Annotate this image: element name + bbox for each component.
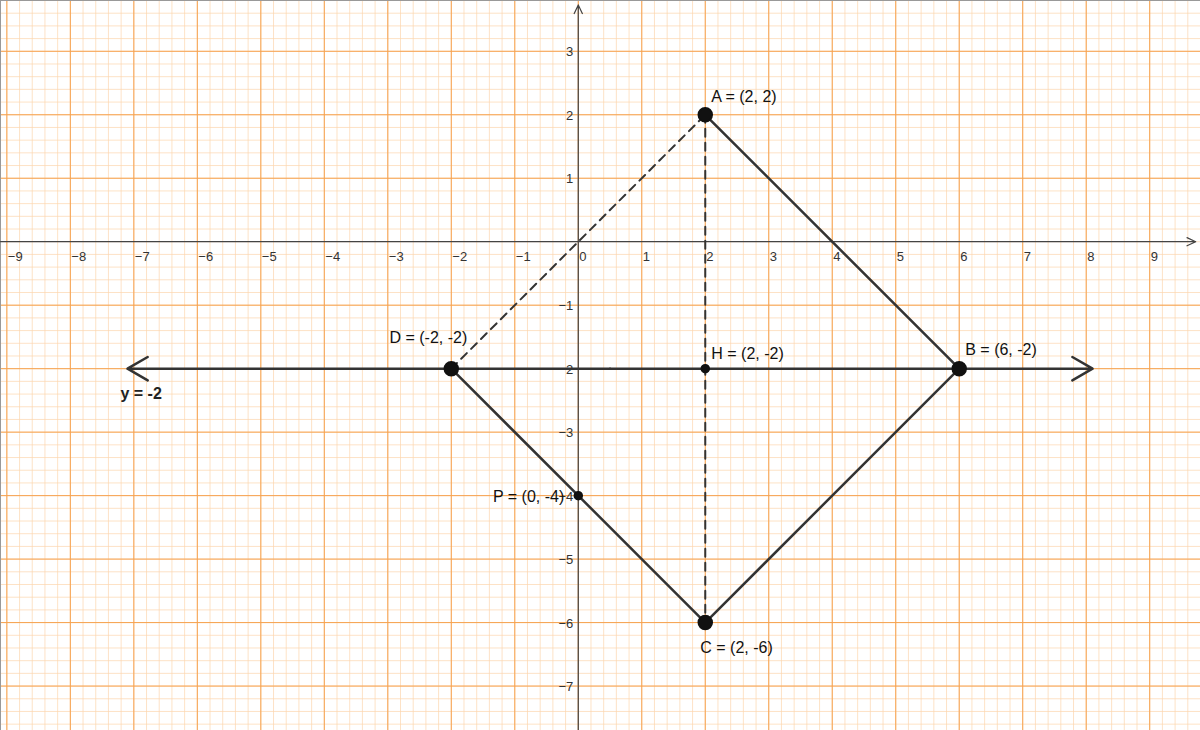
svg-text:−7: −7 (558, 679, 573, 694)
svg-text:−9: −9 (8, 249, 23, 264)
svg-text:−2: −2 (558, 361, 574, 377)
svg-text:D = (-2, -2): D = (-2, -2) (389, 329, 467, 346)
svg-text:4: 4 (833, 249, 840, 264)
svg-text:−4: −4 (558, 488, 574, 504)
svg-text:−8: −8 (71, 249, 86, 264)
svg-text:2: 2 (706, 249, 713, 264)
svg-text:−3: −3 (389, 249, 404, 264)
svg-text:−2: −2 (452, 249, 467, 264)
svg-text:P = (0, -4): P = (0, -4) (493, 488, 564, 505)
svg-text:6: 6 (960, 249, 967, 264)
svg-text:0: 0 (579, 249, 586, 264)
svg-text:−7: −7 (135, 249, 150, 264)
svg-text:2: 2 (566, 108, 573, 123)
svg-text:C = (2, -6): C = (2, -6) (700, 639, 772, 656)
svg-text:y = -2: y = -2 (120, 385, 161, 402)
svg-text:A = (2, 2): A = (2, 2) (711, 88, 776, 105)
svg-text:−6: −6 (558, 616, 573, 631)
svg-text:−4: −4 (325, 249, 340, 264)
svg-text:B = (6, -2): B = (6, -2) (965, 341, 1037, 358)
svg-text:−6: −6 (198, 249, 213, 264)
svg-text:−1: −1 (516, 249, 531, 264)
svg-text:3: 3 (566, 44, 573, 59)
svg-text:3: 3 (770, 249, 777, 264)
svg-text:9: 9 (1151, 249, 1158, 264)
svg-text:1: 1 (566, 171, 573, 186)
svg-text:8: 8 (1087, 249, 1094, 264)
svg-text:−3: −3 (558, 425, 573, 440)
svg-text:7: 7 (1024, 249, 1031, 264)
svg-text:−1: −1 (558, 298, 573, 313)
svg-text:−5: −5 (558, 552, 573, 567)
svg-text:1: 1 (643, 249, 650, 264)
svg-text:H = (2, -2): H = (2, -2) (711, 345, 783, 362)
svg-text:−5: −5 (262, 249, 277, 264)
svg-text:5: 5 (897, 249, 904, 264)
